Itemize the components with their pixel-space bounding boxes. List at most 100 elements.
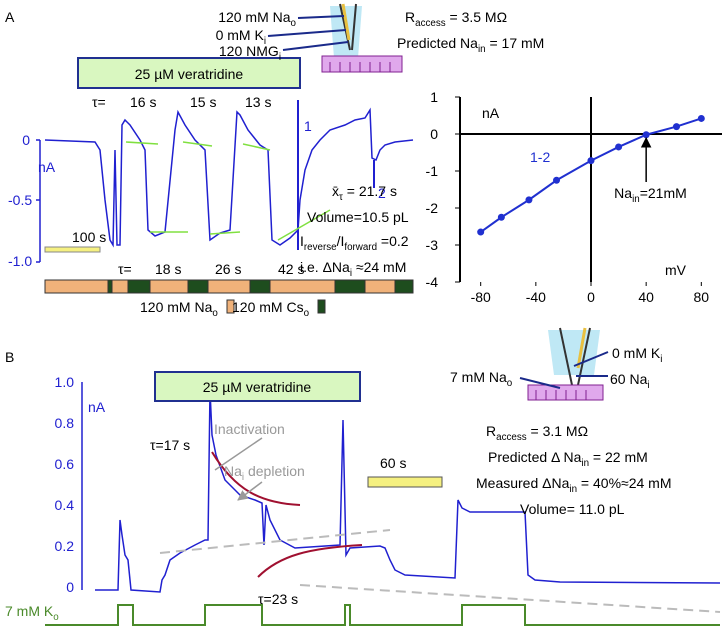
solution-label: 120 mM Cso — [232, 299, 310, 319]
bath-label-sub: o — [507, 378, 513, 389]
scale-bar-label: 100 s — [72, 229, 106, 245]
axis-label: 0.4 — [55, 497, 75, 513]
pipette-label-sub: i — [647, 380, 649, 391]
potassium-label-sub: o — [53, 612, 59, 623]
iv-point — [587, 157, 595, 165]
axis-label: nA — [88, 399, 106, 415]
stats-label-part: I — [300, 233, 304, 249]
iv-point — [672, 123, 680, 131]
stats-label-part: ≈24 mM — [352, 259, 406, 275]
x-axis-label: mV — [665, 262, 687, 278]
solution-label-part: 120 mM Cs — [232, 299, 304, 315]
axis-label: nA — [38, 159, 56, 175]
pipette-label-sub: o — [291, 18, 297, 29]
pipette-label-part: 0 mM K — [216, 27, 265, 43]
solution-label-part: 120 mM Na — [140, 299, 213, 315]
pipette-label: 60 Nai — [610, 371, 650, 391]
axis-label: 1.0 — [55, 374, 75, 390]
tau-label: 15 s — [190, 94, 216, 110]
iv-point — [615, 143, 623, 151]
tau-label: 13 s — [245, 94, 271, 110]
trace-a — [36, 100, 414, 263]
stats-label-part: /I — [337, 233, 345, 249]
predicted-na-part: Predicted Δ Na — [488, 449, 582, 465]
stats-label: x̄τ = 21.7 s — [332, 183, 397, 203]
stats-label-part: Volume=10.5 pL — [307, 209, 409, 225]
drug-label: 25 µM veratridine — [203, 379, 312, 395]
stats-label-sub: τ — [339, 192, 343, 203]
pipette-label: 0 mM Ki — [216, 27, 266, 47]
stats-label-part: i.e. ΔNa — [300, 259, 350, 275]
x-tick-label: 40 — [638, 289, 654, 305]
iv-point — [477, 228, 485, 236]
access-resistance: Raccess = 3.1 MΩ — [486, 423, 588, 443]
pipette-label: 120 mM Nao — [218, 9, 296, 29]
tau-label: τ= — [92, 94, 106, 110]
pipette-label-sub: i — [660, 354, 662, 365]
fit-label-part: Na — [224, 463, 242, 479]
pipette-schematic-a — [267, 3, 403, 73]
stats-label: Ireverse/Iforward =0.2 — [300, 233, 409, 253]
measured-na-part: = 40%≈24 mM — [577, 475, 671, 491]
tau-label: 16 s — [130, 94, 156, 110]
y-tick-label: -4 — [426, 274, 439, 290]
tau-label: 18 s — [155, 261, 181, 277]
x-tick-label: -80 — [471, 289, 491, 305]
access-resistance: Raccess = 3.5 MΩ — [405, 9, 507, 29]
series-label: 1-2 — [530, 149, 550, 165]
axis-label: 0.6 — [55, 456, 75, 472]
axis-label: -1.0 — [8, 253, 32, 269]
axis-label: 0 — [66, 579, 74, 595]
stats-label-part: =0.2 — [377, 233, 409, 249]
tau-label: τ=23 s — [258, 591, 298, 607]
pipette-schematic-b — [519, 327, 609, 401]
axis-label: -0.5 — [8, 192, 32, 208]
predicted-na-sub: in — [478, 44, 486, 55]
pipette-label: 0 mM Ki — [612, 345, 662, 365]
stats-label-part: = 21.7 s — [343, 183, 397, 199]
panel-label: B — [5, 349, 14, 365]
solution-label-sub: o — [212, 308, 218, 319]
y-tick-label: 1 — [430, 89, 438, 105]
pipette-label: 120 NMGi — [219, 43, 281, 63]
stats-label-sub: forward — [344, 242, 377, 253]
predicted-na-part: Predicted Na — [397, 35, 478, 51]
y-tick-label: -3 — [426, 237, 439, 253]
tau-label: τ= — [118, 261, 132, 277]
predicted-na-part: = 17 mM — [486, 35, 545, 51]
potassium-label: 7 mM Ko — [5, 603, 59, 623]
stats-label: Volume=10.5 pL — [307, 209, 409, 225]
measured-na-sub: in — [569, 484, 577, 495]
axis-label: 0 — [22, 132, 30, 148]
annotation-sub: in — [632, 194, 640, 205]
y-axis-label: nA — [482, 105, 500, 121]
potassium-label-part: 7 mM K — [5, 603, 54, 619]
y-tick-label: -2 — [426, 200, 439, 216]
x-tick-label: -40 — [526, 289, 546, 305]
access-resistance-sub: access — [415, 18, 446, 29]
iv-point — [525, 196, 533, 204]
access-resistance-part: = 3.1 MΩ — [527, 423, 588, 439]
predicted-na-part: = 22 mM — [589, 449, 648, 465]
predicted-na: Predicted Nain = 17 mM — [397, 35, 544, 55]
access-resistance-part: R — [405, 9, 415, 25]
annotation: Nain=21mM — [614, 185, 687, 205]
pipette-label-part: 120 NMG — [219, 43, 279, 59]
iv-point — [642, 131, 650, 139]
axis-label: 0.2 — [55, 538, 75, 554]
panel-label: A — [5, 9, 15, 25]
predicted-na: Predicted Δ Nain = 22 mM — [488, 449, 648, 469]
measured-na: Measured ΔNain = 40%≈24 mM — [476, 475, 672, 495]
volume-label: Volume= 11.0 pL — [520, 501, 625, 517]
iv-point — [697, 114, 705, 122]
access-resistance-part: = 3.5 MΩ — [446, 9, 507, 25]
tau-label: 26 s — [215, 261, 241, 277]
iv-point — [497, 213, 505, 221]
trace-marker: 2 — [378, 185, 386, 201]
pipette-label-part: 0 mM K — [612, 345, 661, 361]
fit-label: Nai depletion — [224, 463, 305, 483]
pipette-label-sub: i — [264, 36, 266, 47]
access-resistance-part: R — [486, 423, 496, 439]
pipette-label-part: 60 Na — [610, 371, 648, 387]
